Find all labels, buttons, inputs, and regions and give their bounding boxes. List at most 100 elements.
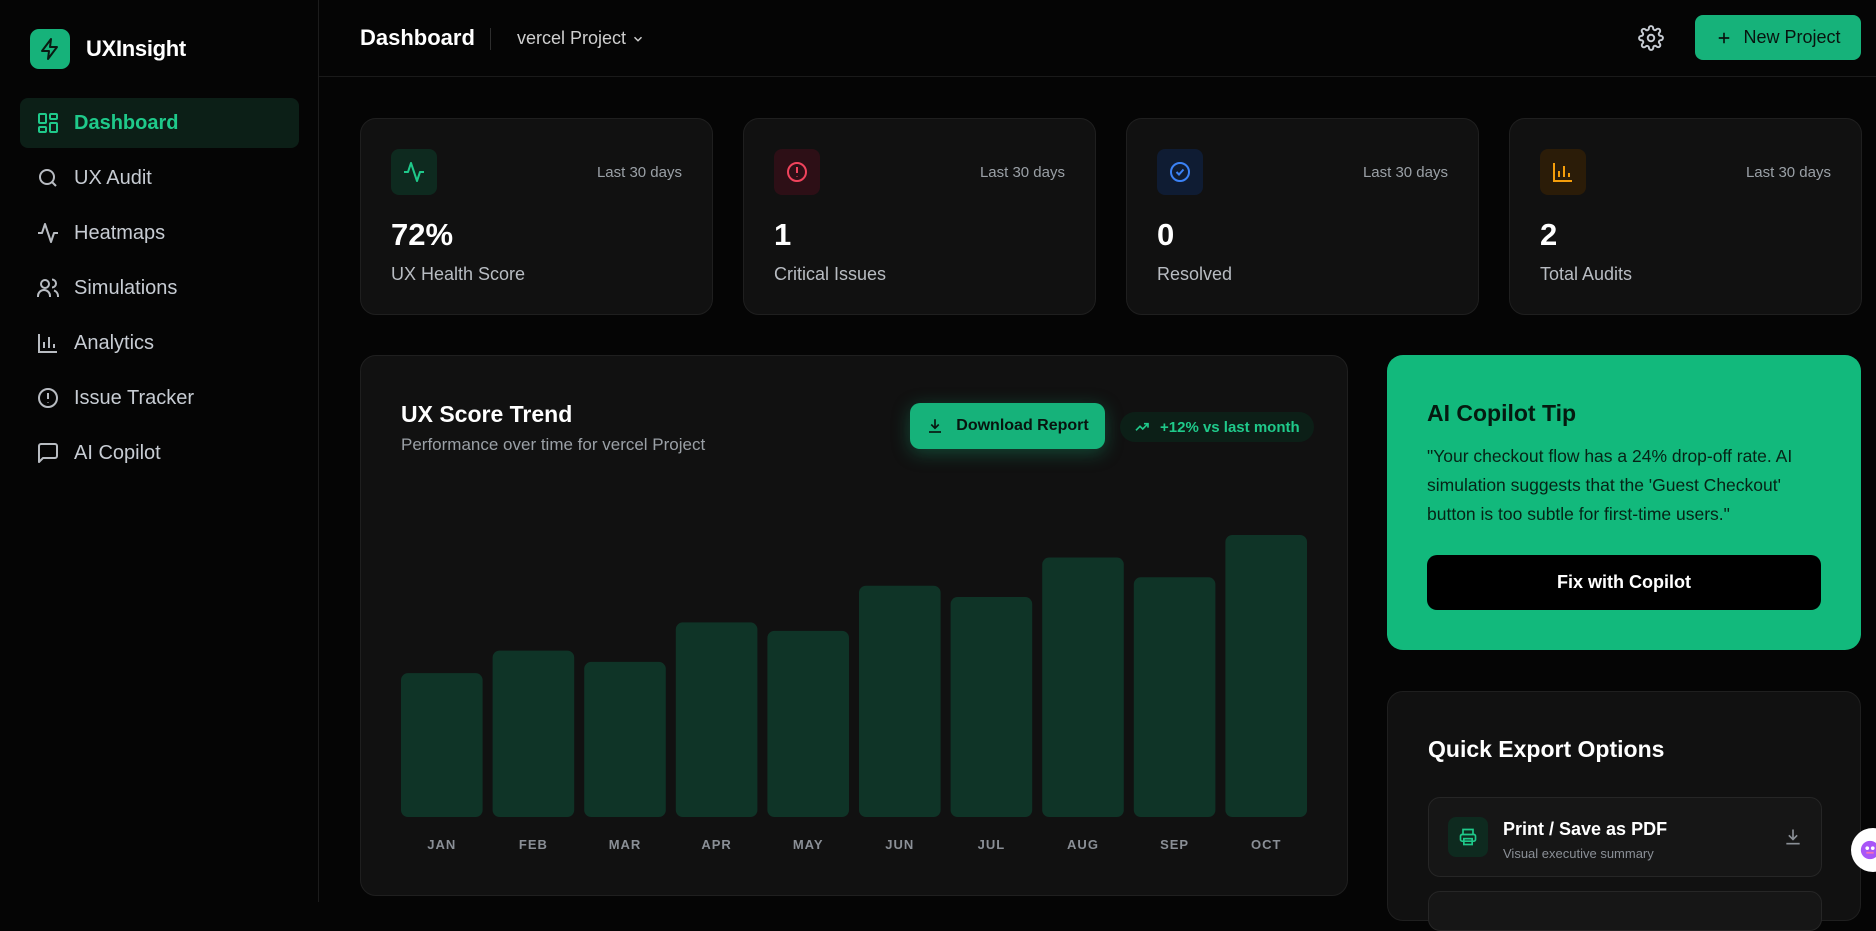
export-title: Quick Export Options (1428, 736, 1665, 762)
chevron-down-icon (634, 36, 643, 42)
stat-label: UX Health Score (391, 264, 526, 284)
project-select-label: vercel Project (517, 28, 627, 48)
stat-period: Last 30 days (1362, 164, 1448, 181)
alert-circle-icon (38, 388, 58, 408)
tip-text: "Your checkout flow has a 24% drop-off r… (1427, 446, 1793, 524)
bar-mar[interactable] (584, 661, 666, 817)
sidebar-nav: Dashboard UX Audit Heatmaps Simulations … (20, 98, 299, 483)
download-icon (929, 419, 942, 433)
bar-jun[interactable] (859, 585, 941, 817)
stat-card-resolved: Last 30 days 0 Resolved (1126, 118, 1479, 315)
x-tick-label: APR (701, 837, 731, 852)
grid-icon (38, 113, 58, 133)
stat-value: 1 (774, 217, 792, 252)
bar-chart-icon (38, 334, 57, 353)
bar-jul[interactable] (950, 597, 1033, 817)
project-select[interactable]: vercel Project (517, 28, 645, 49)
search-icon (39, 169, 57, 187)
x-tick-label: OCT (1251, 837, 1281, 852)
stat-card-ux-health: Last 30 days 72% UX Health Score (360, 118, 713, 315)
bar-apr[interactable] (675, 622, 758, 817)
sidebar-item-label: Dashboard (74, 111, 179, 134)
bar-feb[interactable] (492, 650, 575, 817)
check-circle-icon (1157, 149, 1203, 195)
trending-up-icon (1135, 422, 1149, 431)
topbar: Dashboard vercel Project New Project (319, 0, 1876, 77)
x-tick-label: FEB (519, 837, 548, 852)
brand-name: UXInsight (86, 36, 186, 61)
quick-export-card: Quick Export Options Print / Save as PDF… (1387, 691, 1861, 931)
activity-icon (38, 223, 58, 243)
activity-icon (391, 149, 437, 195)
sidebar-item-label: Analytics (74, 331, 155, 354)
sidebar-item-label: Simulations (74, 276, 178, 299)
export-item-title: Print / Save as PDF (1503, 819, 1668, 839)
assistant-avatar-icon (1860, 840, 1876, 860)
alert-circle-icon (774, 149, 820, 195)
bolt-icon (30, 29, 70, 69)
sidebar-item-label: AI Copilot (74, 441, 161, 464)
sidebar-item-ai-copilot[interactable]: AI Copilot (20, 428, 299, 478)
x-tick-label: AUG (1067, 837, 1099, 852)
users-icon (37, 278, 59, 297)
download-icon (1783, 827, 1803, 852)
tip-title: AI Copilot Tip (1427, 400, 1577, 426)
fix-with-copilot-button[interactable]: Fix with Copilot (1427, 555, 1821, 610)
sidebar-item-label: Issue Tracker (74, 386, 195, 409)
sidebar-item-label: Heatmaps (74, 221, 166, 244)
gear-icon (1638, 25, 1664, 51)
trend-badge: +12% vs last month (1120, 412, 1314, 442)
download-report-label: Download Report (956, 417, 1089, 434)
stat-period: Last 30 days (979, 164, 1065, 181)
stat-label: Critical Issues (774, 264, 887, 284)
x-tick-label: JUN (885, 837, 914, 852)
sidebar-item-issue-tracker[interactable]: Issue Tracker (20, 373, 299, 423)
trend-badge-label: +12% vs last month (1160, 418, 1300, 436)
sidebar-item-analytics[interactable]: Analytics (20, 318, 299, 368)
chart-subtitle: Performance over time for vercel Project (401, 435, 706, 454)
export-option[interactable] (1428, 891, 1822, 931)
bar-sep[interactable] (1133, 577, 1216, 817)
stat-card-critical-issues: Last 30 days 1 Critical Issues (743, 118, 1096, 315)
ux-score-trend-card: JAN FEB MAR APR MAY JUN JUL AUG SEP OCT UX Score … (360, 355, 1348, 896)
plus-icon (1719, 32, 1730, 43)
stat-value: 2 (1540, 217, 1558, 252)
bar-oct[interactable] (1225, 535, 1307, 817)
bar-jan[interactable] (401, 673, 483, 817)
stat-value: 0 (1157, 217, 1175, 252)
sidebar-item-heatmaps[interactable]: Heatmaps (20, 208, 299, 258)
ux-score-trend-chart: JAN FEB MAR APR MAY JUN JUL AUG SEP OCT (401, 535, 1307, 852)
sidebar: UXInsight Dashboard UX Audit Heatmaps Si… (0, 0, 319, 902)
stat-period: Last 30 days (1745, 164, 1831, 181)
message-square-icon (38, 443, 58, 463)
download-report-button[interactable]: Download Report (910, 403, 1105, 449)
sidebar-item-simulations[interactable]: Simulations (20, 263, 299, 313)
bar-chart-icon (1540, 149, 1586, 195)
settings-button[interactable] (1638, 25, 1664, 51)
export-item-subtitle: Visual executive summary (1503, 846, 1654, 861)
bar-may[interactable] (767, 630, 849, 817)
x-tick-label: MAY (793, 837, 824, 852)
x-tick-label: JAN (427, 837, 456, 852)
export-print-pdf[interactable]: Print / Save as PDF Visual executive sum… (1428, 797, 1822, 877)
new-project-label: New Project (1743, 27, 1841, 47)
ai-copilot-tip-card: AI Copilot Tip "Your checkout flow has a… (1387, 355, 1861, 650)
printer-icon (1448, 817, 1488, 857)
x-tick-label: JUL (978, 837, 1006, 852)
sidebar-item-label: UX Audit (74, 166, 152, 189)
bar-aug[interactable] (1042, 557, 1124, 817)
stat-period: Last 30 days (596, 164, 682, 181)
x-tick-label: MAR (609, 837, 642, 852)
sidebar-item-dashboard[interactable]: Dashboard (20, 98, 299, 148)
divider (490, 28, 491, 50)
stat-value: 72% (391, 217, 454, 252)
page-title: Dashboard (360, 25, 475, 50)
stat-card-total-audits: Last 30 days 2 Total Audits (1509, 118, 1862, 315)
brand[interactable]: UXInsight (30, 29, 186, 69)
stat-label: Resolved (1157, 264, 1233, 284)
stat-label: Total Audits (1540, 264, 1633, 284)
chart-title: UX Score Trend (401, 401, 573, 427)
x-tick-label: SEP (1160, 837, 1189, 852)
new-project-button[interactable]: New Project (1695, 15, 1861, 60)
sidebar-item-ux-audit[interactable]: UX Audit (20, 153, 299, 203)
